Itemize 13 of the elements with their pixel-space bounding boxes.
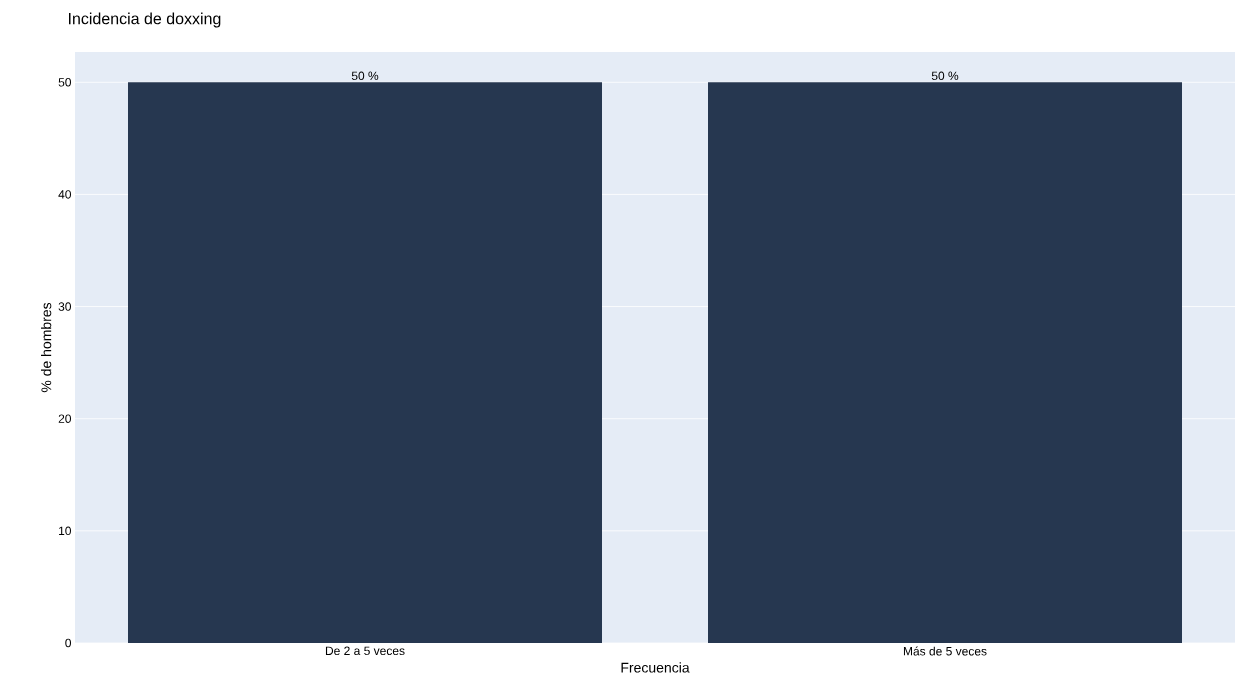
x-axis-title: Frecuencia xyxy=(621,662,690,673)
x-tick-label: Más de 5 veces xyxy=(903,646,987,656)
data-label: 50 % xyxy=(351,71,379,81)
data-label: 50 % xyxy=(931,71,959,81)
chart-title: Incidencia de doxxing xyxy=(69,12,221,28)
y-tick-label: 20 xyxy=(58,414,72,423)
y-axis-title: % de hombres xyxy=(41,302,52,393)
y-tick-label: 30 xyxy=(58,302,72,311)
y-tick-label: 0 xyxy=(65,638,72,648)
y-tick-label: 50 xyxy=(58,78,72,87)
x-tick-label: De 2 a 5 veces xyxy=(325,646,405,656)
y-tick-label: 40 xyxy=(58,190,72,199)
y-tick-label: 10 xyxy=(59,526,72,536)
